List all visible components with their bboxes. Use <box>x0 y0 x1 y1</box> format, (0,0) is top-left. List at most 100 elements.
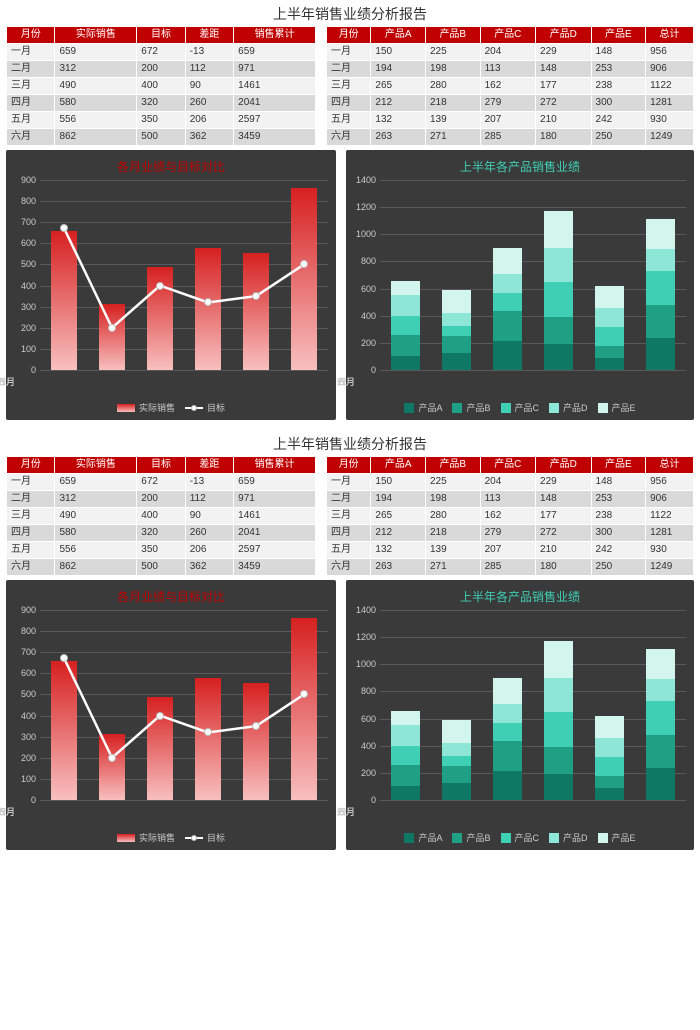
legend-swatch <box>404 403 414 413</box>
stack-segment <box>493 311 521 341</box>
right-chart-title: 上半年各产品销售业绩 <box>346 150 694 177</box>
table-cell: 194 <box>371 491 426 508</box>
table-cell: 四月 <box>7 95 55 112</box>
grid-line <box>40 800 328 801</box>
table-cell: 271 <box>425 129 480 146</box>
stacked-bar <box>391 240 419 370</box>
stack-segment <box>595 346 623 359</box>
table-cell: 180 <box>536 559 591 576</box>
legend-label: 产品E <box>612 401 636 414</box>
table-row: 四月5803202602041 <box>7 95 316 112</box>
table-cell: 556 <box>55 112 137 129</box>
right-chart: 上半年各产品销售业绩0200400600800100012001400一月二月三… <box>346 580 694 850</box>
table-cell: 580 <box>55 95 137 112</box>
stack-segment <box>493 704 521 723</box>
y-tick-label: 0 <box>371 365 376 375</box>
legend-line-icon <box>185 407 203 409</box>
table-cell: 六月 <box>327 129 371 146</box>
table-row: 四月5803202602041 <box>7 525 316 542</box>
table-cell: 六月 <box>7 559 55 576</box>
table-cell: 三月 <box>327 508 371 525</box>
table-row: 五月132139207210242930 <box>327 112 694 129</box>
stack-segment <box>442 290 470 312</box>
right-chart-title: 上半年各产品销售业绩 <box>346 580 694 607</box>
table-header: 产品B <box>425 27 480 44</box>
stack-segment <box>646 271 674 306</box>
table-row: 五月5563502062597 <box>7 112 316 129</box>
table-cell: 242 <box>591 112 646 129</box>
table-row: 三月490400901461 <box>7 78 316 95</box>
table-cell: 263 <box>371 559 426 576</box>
x-tick-label: 六月 <box>337 375 355 388</box>
table-cell: 90 <box>185 78 233 95</box>
left-chart: 各月业绩与目标对比0100200300400500600700800900一月二… <box>6 150 336 420</box>
table-header: 总计 <box>646 457 694 474</box>
right-chart-legend: 产品A产品B产品C产品D产品E <box>346 401 694 414</box>
table-cell: 500 <box>137 559 185 576</box>
table-cell: 148 <box>536 61 591 78</box>
table-cell: 659 <box>234 44 316 61</box>
grid-line <box>380 343 686 344</box>
left-chart-legend: 实际销售目标 <box>6 831 336 844</box>
table-cell: 659 <box>55 44 137 61</box>
table-cell: 930 <box>646 112 694 129</box>
table-cell: 272 <box>536 525 591 542</box>
stack-segment <box>493 678 521 704</box>
table-cell: 212 <box>371 525 426 542</box>
stacked-bar <box>493 648 521 800</box>
table-cell: 204 <box>480 474 535 491</box>
table-cell: 五月 <box>327 542 371 559</box>
table-cell: 956 <box>646 474 694 491</box>
table-cell: 272 <box>536 95 591 112</box>
table-cell: 四月 <box>327 95 371 112</box>
table-cell: 二月 <box>327 61 371 78</box>
table-cell: 672 <box>137 474 185 491</box>
table-header: 产品A <box>371 457 426 474</box>
stack-segment <box>646 768 674 800</box>
table-cell: 285 <box>480 559 535 576</box>
y-tick-label: 800 <box>21 626 36 636</box>
table-header: 实际销售 <box>55 457 137 474</box>
table-cell: 250 <box>591 129 646 146</box>
stack-segment <box>544 712 572 747</box>
line-marker <box>156 282 164 290</box>
table-row: 五月5563502062597 <box>7 542 316 559</box>
stacked-bar <box>595 674 623 800</box>
table-cell: 3459 <box>234 129 316 146</box>
y-tick-label: 100 <box>21 344 36 354</box>
y-tick-label: 600 <box>361 714 376 724</box>
left-chart-legend: 实际销售目标 <box>6 401 336 414</box>
stacked-bar <box>646 631 674 801</box>
stack-segment <box>442 766 470 783</box>
table-cell: 500 <box>137 129 185 146</box>
stack-segment <box>442 326 470 336</box>
legend-label: 产品C <box>515 401 540 414</box>
table-cell: 862 <box>55 559 137 576</box>
stack-segment <box>391 295 419 316</box>
table-cell: -13 <box>185 474 233 491</box>
table-cell: 400 <box>137 508 185 525</box>
table-cell: 1461 <box>234 508 316 525</box>
table-cell: 320 <box>137 95 185 112</box>
table-row: 四月2122182792723001281 <box>327 95 694 112</box>
table-row: 六月8625003623459 <box>7 559 316 576</box>
grid-line <box>380 370 686 371</box>
grid-line <box>380 691 686 692</box>
legend-label: 实际销售 <box>139 831 175 844</box>
legend-swatch <box>117 834 135 842</box>
y-tick-label: 600 <box>361 284 376 294</box>
stacked-bar <box>544 626 572 800</box>
table-cell: 一月 <box>7 44 55 61</box>
legend-item: 产品C <box>501 831 540 844</box>
legend-swatch <box>549 833 559 843</box>
table-cell: 150 <box>371 44 426 61</box>
legend-item: 产品B <box>452 401 490 414</box>
table-cell: 1249 <box>646 129 694 146</box>
stack-segment <box>595 776 623 789</box>
stack-segment <box>442 743 470 756</box>
legend-swatch <box>452 833 462 843</box>
legend-swatch <box>501 403 511 413</box>
y-axis: 0200400600800100012001400 <box>346 180 378 370</box>
table-row: 六月2632712851802501249 <box>327 129 694 146</box>
table-cell: 四月 <box>7 525 55 542</box>
